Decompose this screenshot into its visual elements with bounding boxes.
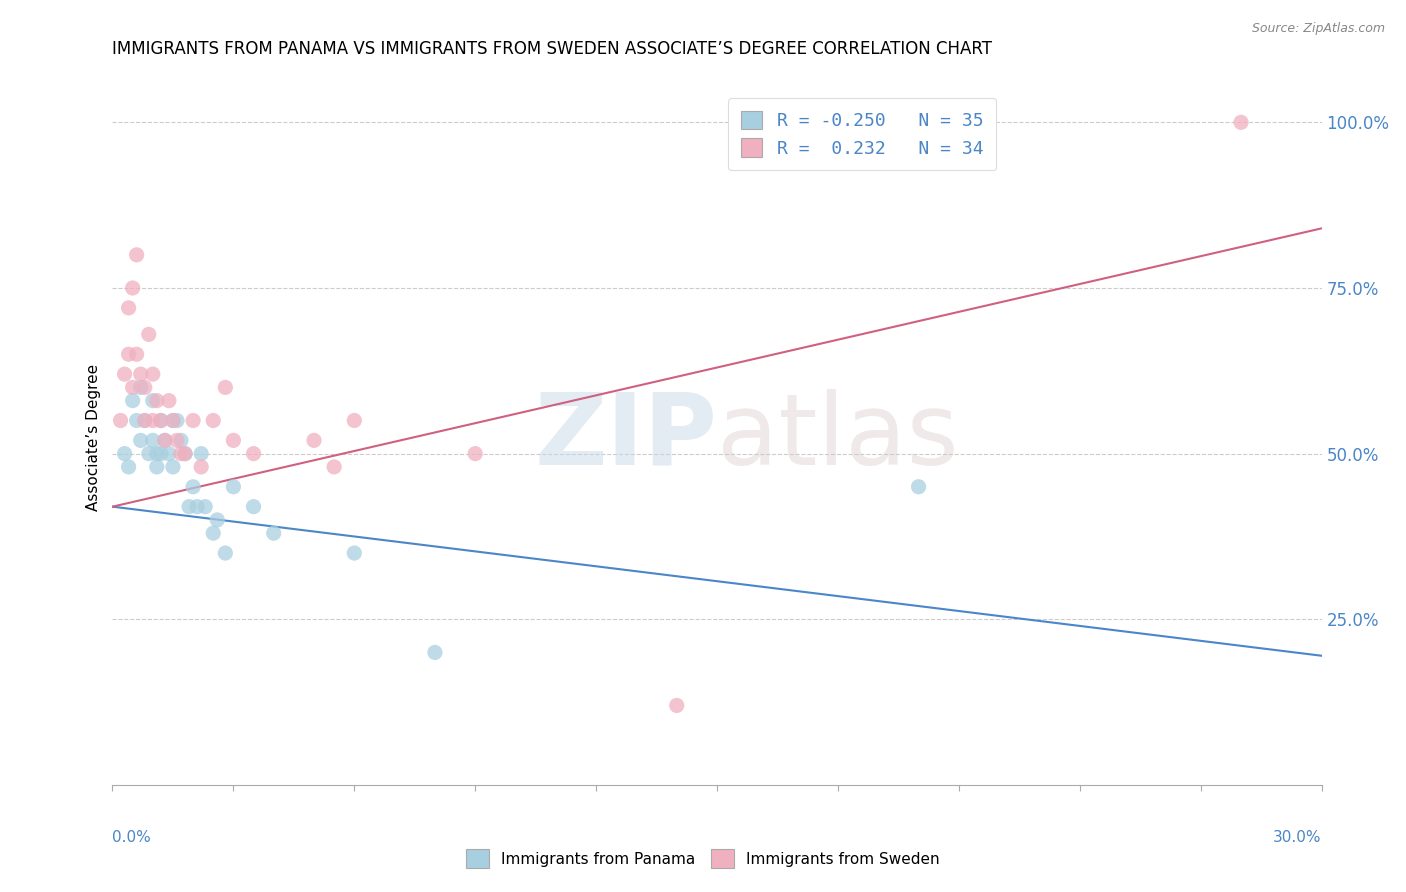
Point (121, 380, 143, 394)
Point (166, 413, 188, 427)
Point (190, 459, 212, 474)
Point (153, 434, 176, 448)
Point (1230, 115, 1253, 129)
Point (129, 434, 152, 448)
Point (149, 447, 172, 461)
Point (146, 447, 169, 461)
Point (907, 480, 929, 494)
Point (194, 500, 217, 514)
Text: IMMIGRANTS FROM PANAMA VS IMMIGRANTS FROM SWEDEN ASSOCIATE’S DEGREE CORRELATION : IMMIGRANTS FROM PANAMA VS IMMIGRANTS FRO… (112, 40, 993, 58)
Point (114, 367, 136, 381)
Text: atlas: atlas (717, 389, 959, 485)
Point (174, 447, 197, 461)
Point (170, 434, 193, 448)
Point (157, 447, 180, 461)
Point (129, 367, 152, 381)
Point (129, 380, 152, 394)
Point (177, 500, 200, 514)
Point (134, 413, 156, 427)
Point (242, 447, 264, 461)
Point (343, 413, 366, 427)
Point (162, 413, 184, 427)
Point (138, 327, 160, 342)
Point (146, 393, 169, 408)
Y-axis label: Associate’s Degree: Associate’s Degree (86, 364, 101, 510)
Point (242, 500, 264, 514)
Point (117, 301, 139, 315)
Point (302, 434, 325, 448)
Point (142, 434, 165, 448)
Point (162, 459, 184, 474)
Point (157, 393, 180, 408)
Point (138, 447, 160, 461)
Point (423, 645, 446, 659)
Text: 30.0%: 30.0% (1274, 830, 1322, 846)
Legend: R = -0.250   N = 35, R =  0.232   N = 34: R = -0.250 N = 35, R = 0.232 N = 34 (728, 98, 997, 170)
Point (181, 413, 204, 427)
Point (174, 447, 197, 461)
Point (142, 367, 165, 381)
Point (117, 459, 139, 474)
Point (190, 447, 212, 461)
Point (125, 248, 148, 262)
Point (121, 393, 143, 408)
Point (186, 500, 208, 514)
Point (134, 380, 156, 394)
Point (166, 434, 188, 448)
Point (464, 447, 486, 461)
Point (214, 380, 236, 394)
Point (117, 347, 139, 361)
Point (134, 413, 156, 427)
Point (181, 480, 204, 494)
Text: ZIP: ZIP (534, 389, 717, 485)
Point (114, 447, 136, 461)
Point (149, 413, 172, 427)
Text: 0.0%: 0.0% (112, 830, 152, 846)
Point (207, 513, 229, 527)
Point (170, 447, 193, 461)
Point (142, 413, 165, 427)
Point (125, 413, 148, 427)
Point (146, 459, 169, 474)
Legend: Immigrants from Panama, Immigrants from Sweden: Immigrants from Panama, Immigrants from … (458, 841, 948, 875)
Point (343, 546, 366, 560)
Point (153, 434, 176, 448)
Point (149, 413, 172, 427)
Point (162, 413, 184, 427)
Point (263, 526, 285, 541)
Point (110, 413, 132, 427)
Point (121, 281, 143, 295)
Point (202, 413, 225, 427)
Point (125, 347, 148, 361)
Text: Source: ZipAtlas.com: Source: ZipAtlas.com (1251, 22, 1385, 36)
Point (222, 434, 245, 448)
Point (202, 526, 225, 541)
Point (214, 546, 236, 560)
Point (323, 459, 346, 474)
Point (665, 698, 688, 713)
Point (142, 393, 165, 408)
Point (222, 480, 245, 494)
